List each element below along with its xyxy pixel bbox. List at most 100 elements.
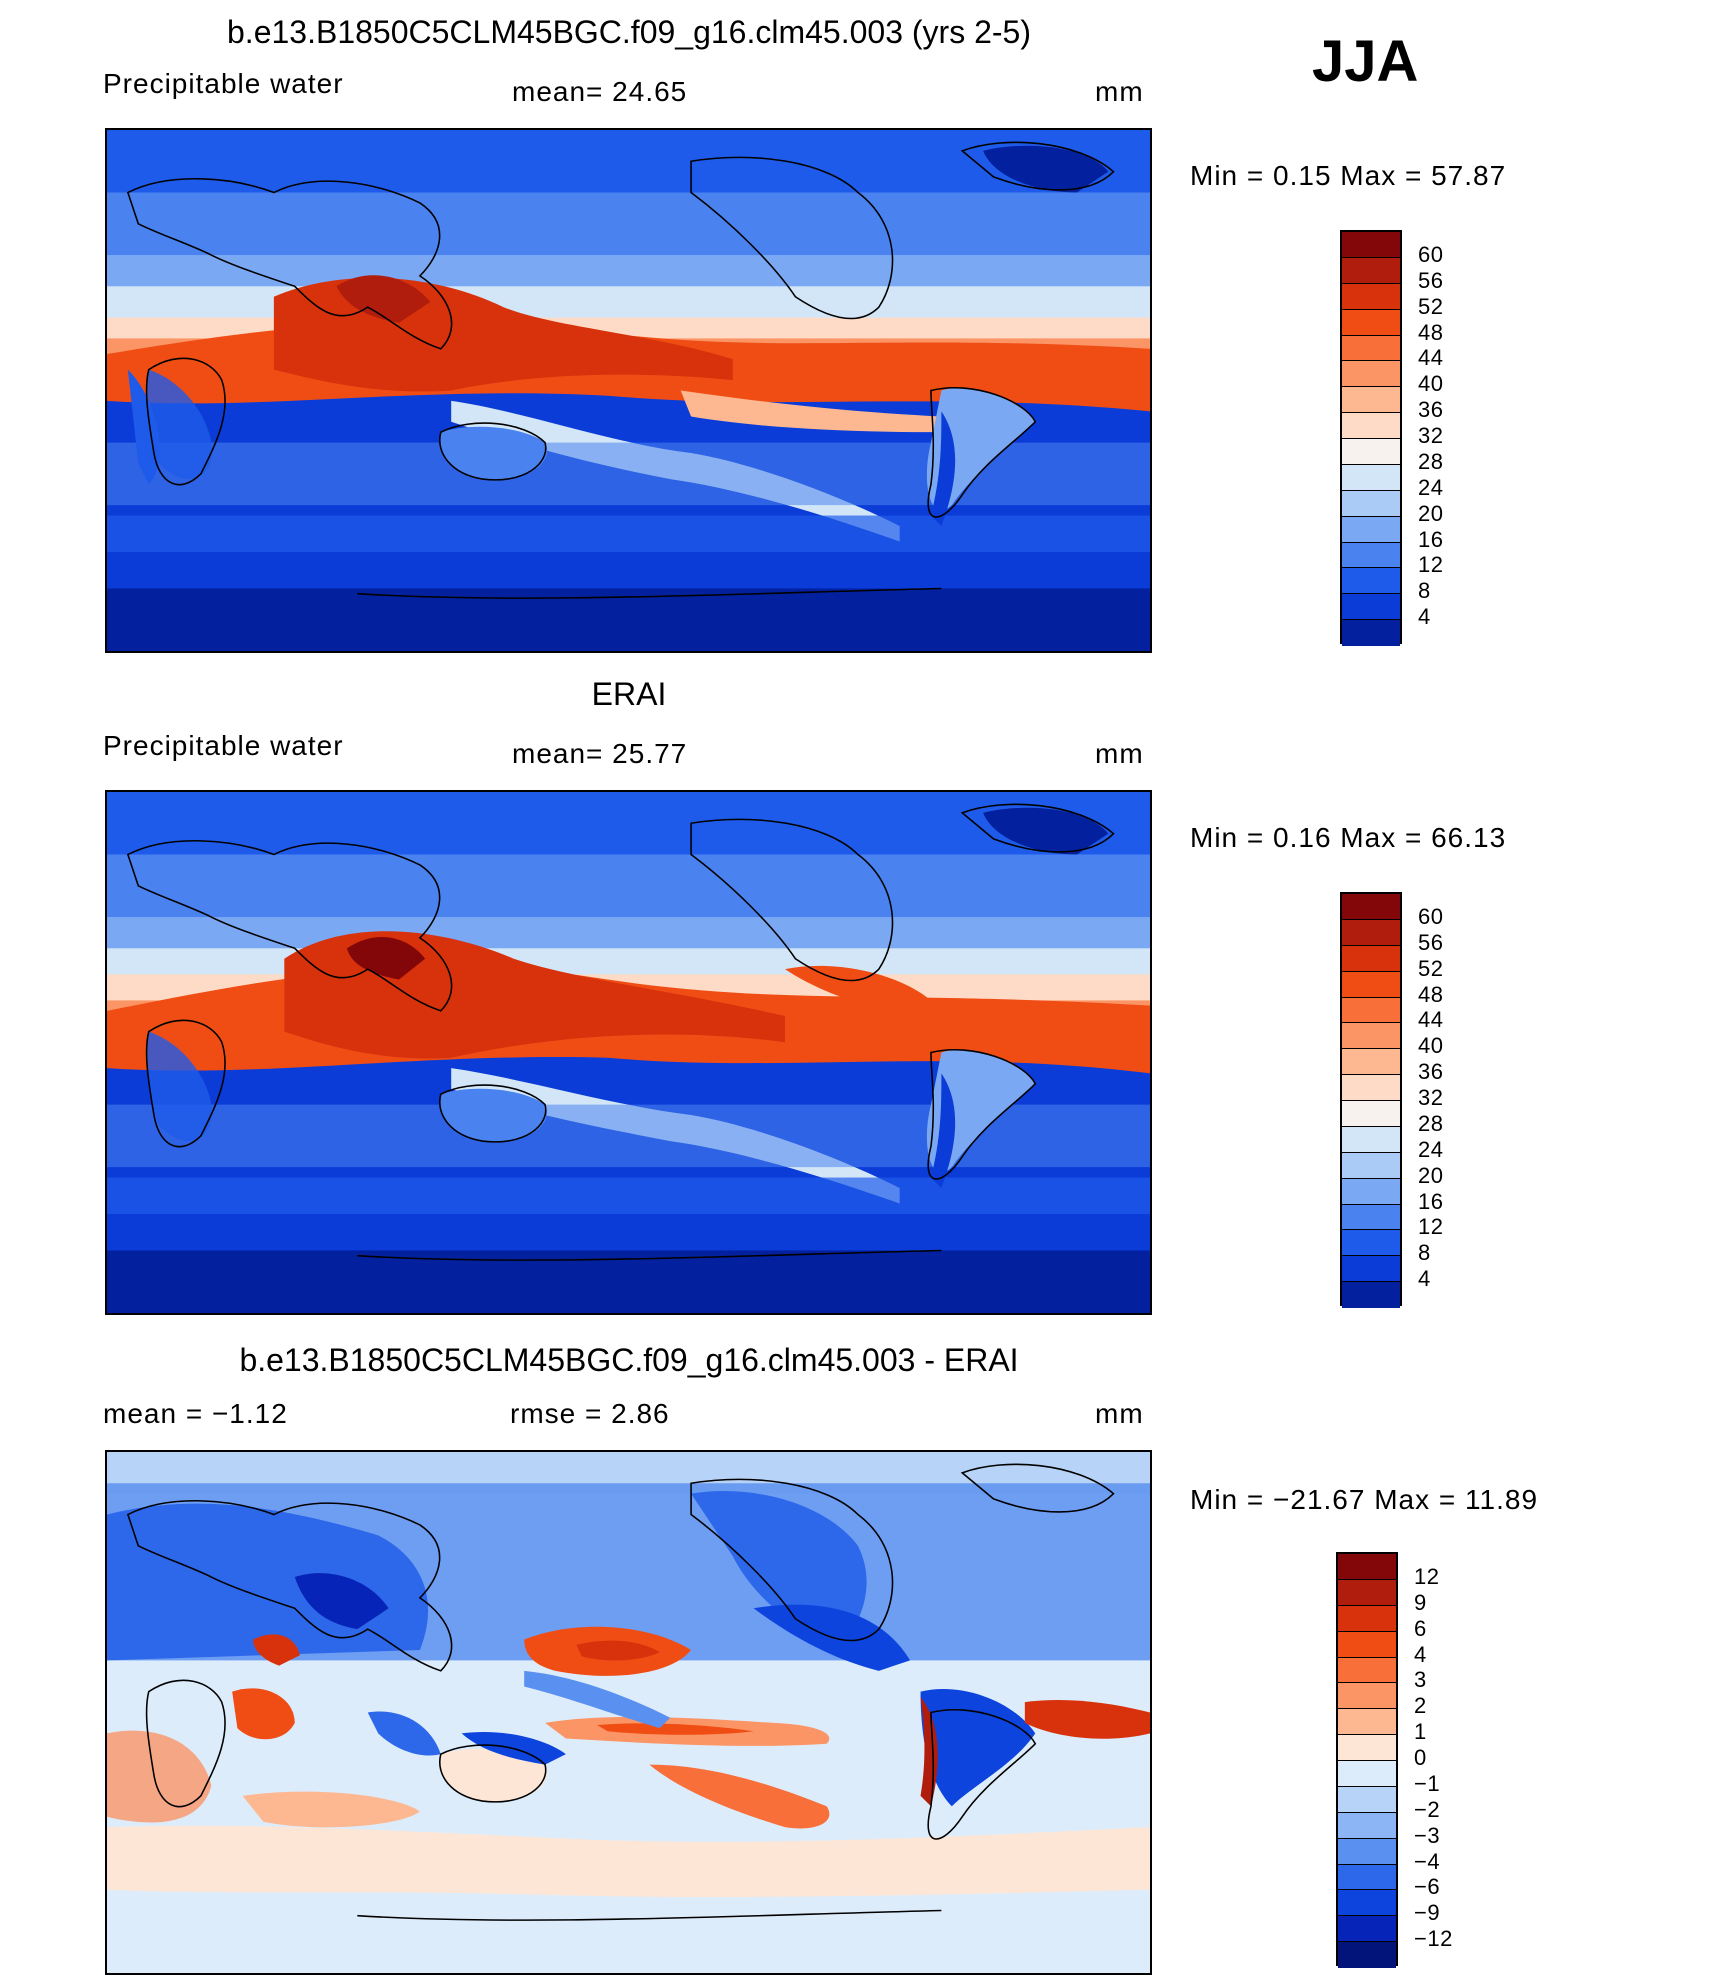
colorbar-tick-label: −2 (1414, 1796, 1441, 1822)
colorbar-swatch (1342, 1075, 1400, 1101)
colorbar-swatch (1342, 413, 1400, 439)
colorbar-swatch (1342, 387, 1400, 414)
colorbar-tick-label: 16 (1418, 1188, 1444, 1214)
panel3-coastlines (126, 1463, 1115, 1921)
colorbar-swatch (1342, 997, 1400, 1024)
colorbar-tick-label: 56 (1418, 929, 1444, 955)
colorbar-tick-label: 6 (1414, 1615, 1427, 1641)
colorbar-swatch (1342, 464, 1400, 491)
colorbar-tick-label: 36 (1418, 397, 1444, 423)
colorbar-swatch (1342, 335, 1400, 362)
colorbar-swatch (1338, 1942, 1396, 1968)
panel1-title: b.e13.B1850C5CLM45BGC.f09_g16.clm45.003 … (227, 14, 1031, 50)
panel2-map (105, 790, 1152, 1315)
colorbar-tick-label: 52 (1418, 293, 1444, 319)
colorbar-tick-label: 3 (1414, 1667, 1427, 1693)
colorbar-swatch (1338, 1916, 1396, 1943)
panel2-coastlines (126, 803, 1115, 1261)
panel1-mean: mean= 24.65 (512, 76, 688, 107)
colorbar-tick-label: 8 (1418, 1240, 1431, 1266)
colorbar-swatch (1342, 516, 1400, 543)
colorbar-tick-label: 12 (1418, 1214, 1444, 1240)
colorbar-tick-label: 48 (1418, 981, 1444, 1007)
panel2-field-label: Precipitable water (103, 730, 344, 761)
colorbar-tick-label: 24 (1418, 474, 1444, 500)
colorbar-swatch (1342, 945, 1400, 972)
colorbar-tick-label: 28 (1418, 1110, 1444, 1136)
colorbar-swatch (1338, 1812, 1396, 1839)
colorbar-swatch (1342, 1282, 1400, 1308)
panel3-rmse: rmse = 2.86 (510, 1398, 670, 1429)
colorbar-tick-label: 9 (1414, 1589, 1427, 1615)
colorbar-tick-label: −4 (1414, 1848, 1441, 1874)
colorbar-swatch (1338, 1761, 1396, 1787)
panel1-minmax: Min = 0.15 Max = 57.87 (1190, 160, 1507, 191)
colorbar-tick-label: 56 (1418, 267, 1444, 293)
colorbar-tick-label: 44 (1418, 1007, 1444, 1033)
panel3-colorbar (1336, 1552, 1398, 1968)
colorbar-swatch (1338, 1579, 1396, 1606)
colorbar-tick-label: 12 (1414, 1563, 1440, 1589)
colorbar-tick-label: 28 (1418, 448, 1444, 474)
panel2-mean: mean= 25.77 (512, 738, 688, 769)
panel2-map-svg (107, 792, 1150, 1313)
panel1-map-svg (107, 130, 1150, 651)
colorbar-tick-label: 2 (1414, 1693, 1427, 1719)
colorbar-swatch (1342, 257, 1400, 284)
colorbar-tick-label: 0 (1414, 1745, 1427, 1770)
colorbar-swatch (1338, 1735, 1396, 1761)
colorbar-swatch (1338, 1786, 1396, 1813)
colorbar-swatch (1342, 1256, 1400, 1283)
colorbar-swatch (1338, 1838, 1396, 1865)
colorbar-tick-label: 1 (1414, 1719, 1427, 1745)
colorbar-swatch (1338, 1554, 1396, 1580)
panel1-field-label: Precipitable water (103, 68, 344, 99)
colorbar-swatch (1338, 1605, 1396, 1632)
colorbar-tick-label: 20 (1418, 1162, 1444, 1188)
colorbar-tick-label: 24 (1418, 1136, 1444, 1162)
colorbar-swatch (1338, 1657, 1396, 1684)
colorbar-swatch (1338, 1683, 1396, 1710)
panel3-map-svg (107, 1452, 1150, 1973)
colorbar-tick-label: 52 (1418, 955, 1444, 981)
colorbar-tick-label: 40 (1418, 1033, 1444, 1059)
colorbar-tick-label: 8 (1418, 578, 1431, 604)
panel3-minmax: Min = −21.67 Max = 11.89 (1190, 1484, 1539, 1515)
season-label: JJA (1312, 29, 1419, 94)
colorbar-swatch (1338, 1864, 1396, 1891)
colorbar-swatch (1342, 568, 1400, 595)
colorbar-swatch (1342, 594, 1400, 621)
panel2-colorbar (1340, 892, 1402, 1308)
panel1-units: mm (1095, 76, 1144, 107)
colorbar-swatch (1342, 1049, 1400, 1076)
colorbar-swatch (1342, 1230, 1400, 1257)
colorbar-tick-label: −6 (1414, 1874, 1441, 1900)
panel1-colorbar (1340, 230, 1402, 646)
colorbar-swatch (1342, 1101, 1400, 1127)
colorbar-tick-label: −1 (1414, 1770, 1441, 1796)
colorbar-tick-label: −12 (1414, 1926, 1453, 1952)
colorbar-swatch (1342, 542, 1400, 569)
colorbar-tick-label: 36 (1418, 1059, 1444, 1085)
colorbar-tick-label: 32 (1418, 1085, 1444, 1110)
colorbar-swatch (1342, 490, 1400, 517)
colorbar-tick-label: 4 (1414, 1641, 1427, 1667)
colorbar-tick-label: −3 (1414, 1822, 1441, 1848)
colorbar-tick-label: 60 (1418, 903, 1444, 929)
colorbar-swatch (1342, 1152, 1400, 1179)
colorbar-tick-label: 32 (1418, 423, 1444, 448)
colorbar-swatch (1342, 439, 1400, 465)
colorbar-swatch (1338, 1709, 1396, 1736)
colorbar-tick-label: 12 (1418, 552, 1444, 578)
panel2-title: ERAI (591, 676, 667, 712)
colorbar-swatch (1342, 1023, 1400, 1050)
colorbar-swatch (1342, 971, 1400, 998)
colorbar-swatch (1342, 309, 1400, 336)
colorbar-swatch (1342, 1178, 1400, 1205)
colorbar-swatch (1342, 283, 1400, 310)
panel3-units: mm (1095, 1398, 1144, 1429)
panel2-units: mm (1095, 738, 1144, 769)
panel3-title: b.e13.B1850C5CLM45BGC.f09_g16.clm45.003 … (239, 1342, 1019, 1378)
colorbar-swatch (1342, 1204, 1400, 1231)
colorbar-swatch (1342, 620, 1400, 646)
